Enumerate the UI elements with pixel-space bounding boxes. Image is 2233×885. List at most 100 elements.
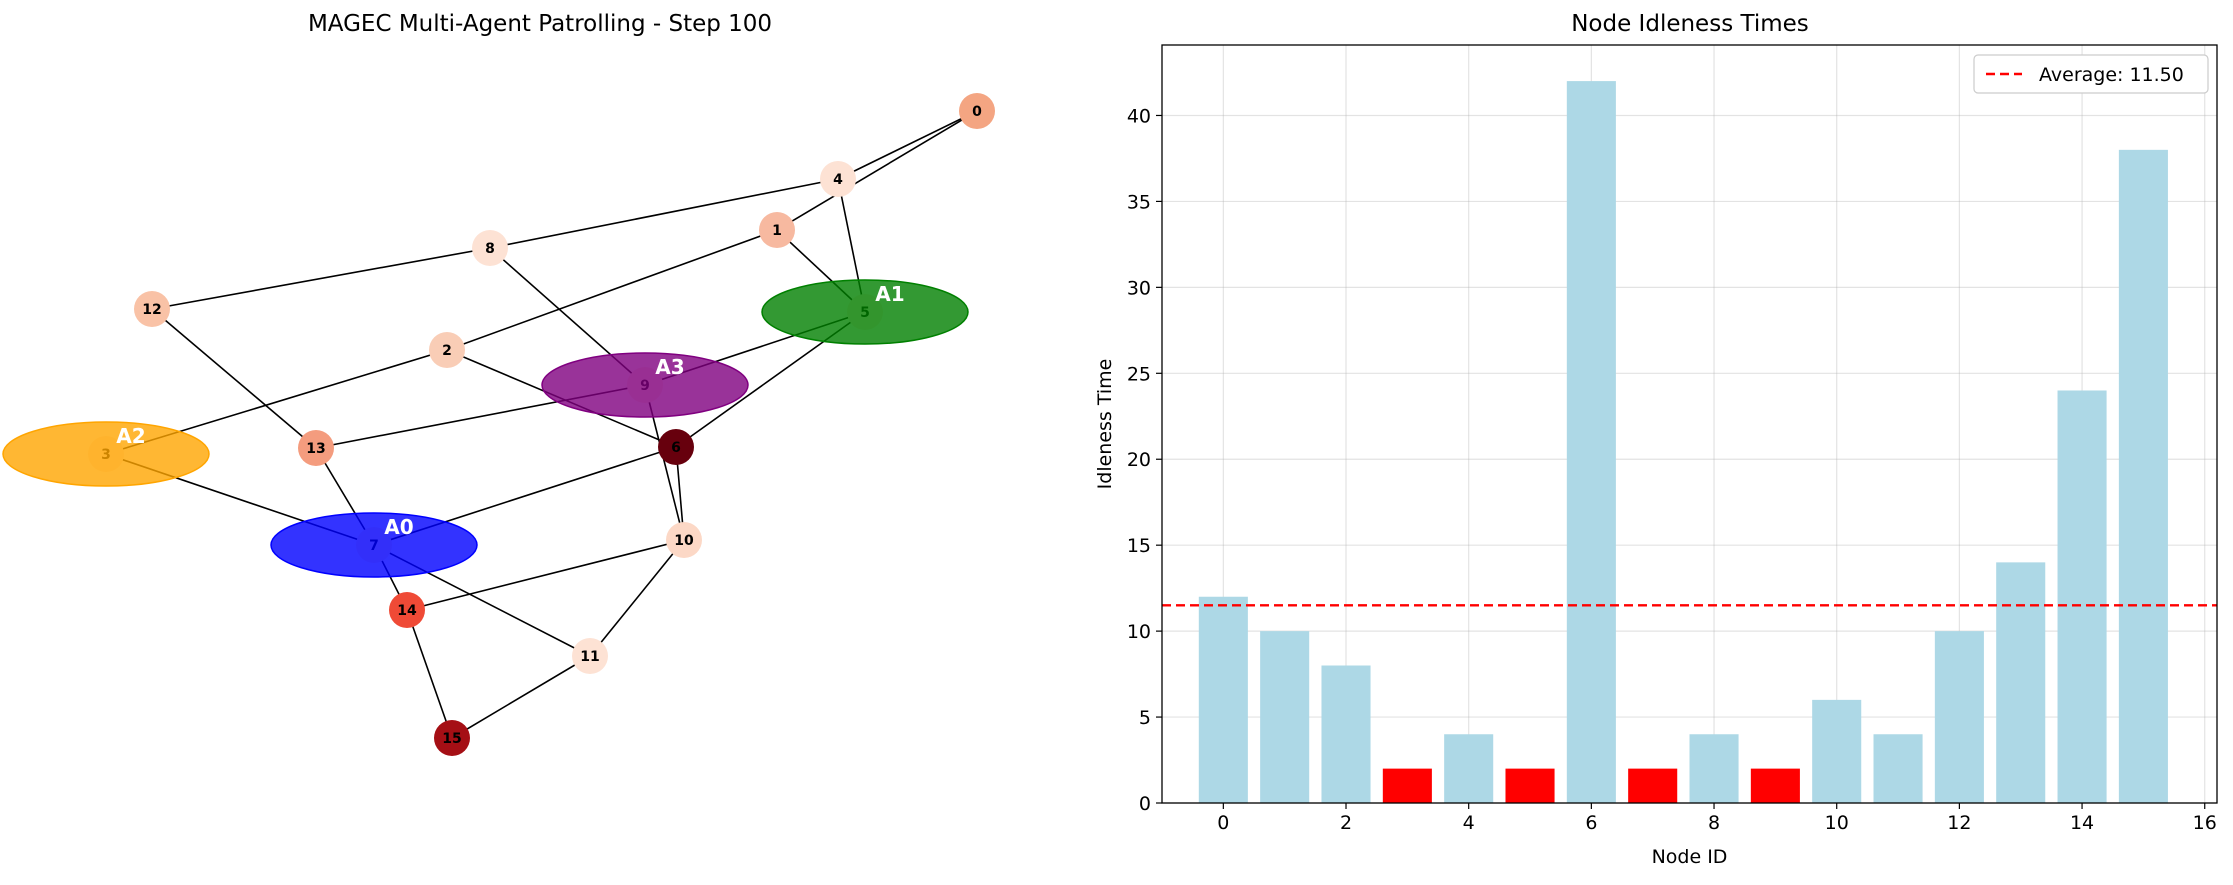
node-8: 8 bbox=[472, 230, 508, 266]
node-circle-11 bbox=[572, 638, 608, 674]
node-circle-14 bbox=[389, 592, 425, 628]
idleness-bar-chart: Node Idleness Times 0 2 4 6 8 10 12 14 16 0 5 10 15 2… bbox=[1094, 11, 2218, 868]
node-circle-13 bbox=[298, 430, 334, 466]
node-circle-8 bbox=[472, 230, 508, 266]
agent-label-A3: A3 bbox=[655, 355, 684, 379]
agent-A0: A0 bbox=[270, 512, 478, 578]
node-label-8: 8 bbox=[485, 241, 495, 257]
bar-node-0 bbox=[1198, 596, 1248, 803]
y-tick-label: 15 bbox=[1127, 535, 1151, 557]
bar-node-8 bbox=[1689, 734, 1739, 803]
tick-layer: 0 2 4 6 8 10 12 14 16 0 5 10 15 20 25 30 35 40 bbox=[1127, 105, 2217, 834]
edge-0-4 bbox=[837, 110, 978, 180]
node-0: 0 bbox=[959, 93, 995, 129]
node-13: 13 bbox=[298, 430, 334, 466]
node-layer: 0123456789101112131415 bbox=[88, 93, 995, 756]
node-label-11: 11 bbox=[580, 649, 599, 665]
y-tick-label: 40 bbox=[1127, 105, 1151, 127]
node-label-0: 0 bbox=[972, 104, 982, 120]
node-1: 1 bbox=[759, 212, 795, 248]
node-label-6: 6 bbox=[671, 440, 681, 456]
bar-node-4 bbox=[1444, 734, 1494, 803]
agent-marker-A1 bbox=[761, 279, 969, 345]
bar-node-14 bbox=[2057, 390, 2107, 803]
edge-10-11 bbox=[589, 539, 685, 657]
bar-node-12 bbox=[1934, 631, 1984, 803]
agent-marker-A3 bbox=[541, 352, 749, 418]
x-tick-label: 16 bbox=[2193, 812, 2217, 834]
legend-average-label: Average: 11.50 bbox=[2039, 64, 2184, 86]
bar-node-13 bbox=[1996, 562, 2046, 803]
x-tick-label: 14 bbox=[2070, 812, 2094, 834]
edge-14-15 bbox=[406, 609, 453, 739]
node-circle-12 bbox=[134, 291, 170, 327]
edge-0-1 bbox=[776, 110, 978, 231]
node-label-10: 10 bbox=[674, 533, 694, 549]
agent-label-A1: A1 bbox=[875, 282, 904, 306]
y-tick-label: 5 bbox=[1139, 707, 1151, 729]
y-tick-label: 10 bbox=[1127, 621, 1151, 643]
node-circle-1 bbox=[759, 212, 795, 248]
node-label-14: 14 bbox=[397, 603, 417, 619]
bar-node-7 bbox=[1628, 768, 1678, 803]
node-circle-4 bbox=[820, 161, 856, 197]
bar-node-6 bbox=[1566, 81, 1616, 804]
y-tick-label: 25 bbox=[1127, 363, 1151, 385]
node-2: 2 bbox=[429, 332, 465, 368]
y-tick-label: 35 bbox=[1127, 191, 1151, 213]
x-tick-label: 4 bbox=[1463, 812, 1475, 834]
x-tick-label: 12 bbox=[1947, 812, 1971, 834]
node-11: 11 bbox=[572, 638, 608, 674]
edge-1-2 bbox=[446, 229, 778, 351]
edge-12-13 bbox=[151, 308, 317, 449]
idleness-chart-panel: Node Idleness Times 0 2 4 6 8 10 12 14 16 0 5 10 15 2… bbox=[1090, 0, 2233, 881]
bar-node-10 bbox=[1812, 699, 1862, 803]
plot-frame bbox=[1161, 44, 2218, 804]
node-12: 12 bbox=[134, 291, 170, 327]
x-tick-label: 0 bbox=[1217, 812, 1229, 834]
bar-chart-title: Node Idleness Times bbox=[1571, 11, 1809, 37]
bar-node-1 bbox=[1260, 631, 1310, 803]
node-15: 15 bbox=[434, 720, 470, 756]
legend-box bbox=[1973, 54, 2209, 94]
y-tick-label: 20 bbox=[1127, 449, 1151, 471]
node-label-4: 4 bbox=[833, 172, 843, 188]
bar-node-3 bbox=[1382, 768, 1432, 803]
agent-A1: A1 bbox=[761, 279, 969, 345]
node-circle-0 bbox=[959, 93, 995, 129]
node-circle-6 bbox=[658, 429, 694, 465]
agent-label-A0: A0 bbox=[384, 515, 413, 539]
bar-node-9 bbox=[1750, 768, 1800, 803]
edge-8-12 bbox=[151, 247, 491, 310]
node-6: 6 bbox=[658, 429, 694, 465]
agent-marker-A0 bbox=[270, 512, 478, 578]
node-circle-2 bbox=[429, 332, 465, 368]
bars-layer bbox=[1198, 81, 2168, 804]
node-label-1: 1 bbox=[772, 223, 782, 239]
x-tick-label: 2 bbox=[1340, 812, 1352, 834]
graph-title: MAGEC Multi-Agent Patrolling - Step 100 bbox=[308, 11, 772, 37]
node-label-15: 15 bbox=[442, 731, 461, 747]
agent-A3: A3 bbox=[541, 352, 749, 418]
edge-layer bbox=[105, 110, 978, 739]
edge-10-14 bbox=[406, 539, 685, 611]
node-label-13: 13 bbox=[306, 441, 325, 457]
x-axis-label: Node ID bbox=[1652, 846, 1728, 868]
node-circle-10 bbox=[666, 522, 702, 558]
y-axis-label: Idleness Time bbox=[1094, 359, 1116, 490]
bar-node-2 bbox=[1321, 665, 1371, 803]
node-14: 14 bbox=[389, 592, 425, 628]
patrol-graph: MAGEC Multi-Agent Patrolling - Step 100 … bbox=[2, 11, 995, 756]
agent-A2: A2 bbox=[2, 421, 210, 487]
x-tick-label: 8 bbox=[1708, 812, 1720, 834]
x-tick-label: 10 bbox=[1825, 812, 1849, 834]
bar-node-5 bbox=[1505, 768, 1555, 803]
patrol-graph-panel: MAGEC Multi-Agent Patrolling - Step 100 … bbox=[0, 0, 1090, 881]
agent-layer: A0 A1 A2 A3 bbox=[2, 279, 969, 578]
bar-node-11 bbox=[1873, 734, 1923, 803]
edge-4-8 bbox=[489, 178, 839, 249]
legend: Average: 11.50 bbox=[1973, 54, 2209, 94]
agent-marker-A2 bbox=[2, 421, 210, 487]
node-label-12: 12 bbox=[142, 302, 161, 318]
node-circle-15 bbox=[434, 720, 470, 756]
